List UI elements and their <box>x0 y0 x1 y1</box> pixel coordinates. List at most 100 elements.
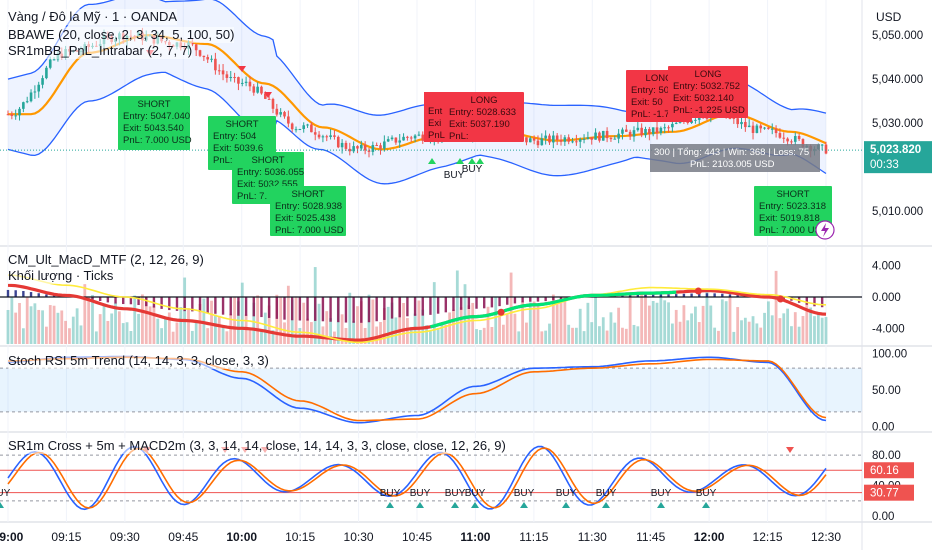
macd-histogram-bar <box>114 297 116 304</box>
macd-histogram-bar <box>7 290 9 297</box>
macd-title[interactable]: CM_Ult_MacD_MTF (2, 12, 26, 9) <box>8 252 204 268</box>
candle-body <box>214 59 217 70</box>
macd-histogram-bar <box>345 297 347 323</box>
volume-bar <box>487 307 490 344</box>
candle-body <box>587 137 590 139</box>
sr-buy-label: BUY <box>380 488 401 499</box>
sr-value-low-text: 30.77 <box>870 488 899 500</box>
stoch-title[interactable]: Stoch RSI 5m Trend (14, 14, 3, 3, close,… <box>8 353 269 369</box>
volume-bar <box>141 294 144 344</box>
volume-bar <box>667 302 670 344</box>
currency-label[interactable]: USD <box>876 9 901 25</box>
candle-body <box>329 135 332 137</box>
sr-buy-label: BUY <box>465 488 486 499</box>
volume-bar <box>26 297 29 344</box>
macd-histogram-bar <box>107 297 109 302</box>
candle-body <box>203 56 206 57</box>
candle-body <box>26 101 29 102</box>
time-tick: 09:00 <box>0 530 24 544</box>
stoch-tick: 0.00 <box>872 421 894 433</box>
candle-body <box>375 145 378 146</box>
candle-body <box>195 44 198 50</box>
sr-buy-label: BUY <box>556 488 577 499</box>
volume-bar <box>99 314 102 344</box>
volume-bar <box>126 322 129 344</box>
volume-title[interactable]: Khối lượng · Ticks <box>8 268 113 284</box>
volume-bar <box>755 323 758 344</box>
candle-body <box>564 137 567 141</box>
macd-histogram-bar <box>429 297 431 315</box>
volume-bar <box>249 329 252 344</box>
candle-body <box>667 127 670 128</box>
indicator-pnl-title[interactable]: SR1mBB_PnL_Intrabar (2, 7, 7) <box>8 43 192 59</box>
candle-body <box>53 59 56 60</box>
candle-body <box>41 78 44 85</box>
volume-bar <box>506 314 509 344</box>
volume-bar <box>821 318 824 344</box>
candle-body <box>364 145 367 151</box>
candle-body <box>310 124 313 132</box>
volume-bar <box>736 307 739 344</box>
volume-bar <box>387 307 390 344</box>
macd-histogram-bar <box>322 297 324 321</box>
volume-bar <box>418 301 421 344</box>
candle-body <box>671 124 674 127</box>
candle-body <box>541 138 544 145</box>
macd-histogram-bar <box>506 297 508 305</box>
macd-histogram-bar <box>299 297 301 320</box>
candle-body <box>11 114 14 116</box>
candle-body <box>602 131 605 141</box>
candle-body <box>276 109 279 115</box>
trade-label-title: SHORT <box>251 155 284 166</box>
volume-bar <box>10 297 13 344</box>
volume-bar <box>129 331 132 344</box>
macd-histogram-bar <box>276 297 278 319</box>
macd-histogram-bar <box>237 297 239 316</box>
time-tick: 10:00 <box>226 530 257 544</box>
trade-label-pnl: PnL: 7. <box>237 191 267 202</box>
volume-bar <box>590 322 593 344</box>
volume-bar <box>22 328 25 344</box>
volume-bar <box>18 303 21 344</box>
volume-bar <box>775 271 778 344</box>
sr-buy-label: BUY <box>445 488 466 499</box>
macd-histogram-bar <box>222 297 224 315</box>
candle-body <box>260 87 263 94</box>
volume-bar <box>525 323 528 344</box>
sr-buy-label: BUY <box>0 488 11 499</box>
sr-title[interactable]: SR1m Cross + 5m + MACD2m (3, 3, 14, 14, … <box>8 438 506 454</box>
trade-label-pnl: PnL: <box>449 131 469 142</box>
macd-tick: -4.000 <box>872 323 905 335</box>
volume-bar <box>72 317 75 344</box>
volume-bar <box>709 306 712 344</box>
candle-body <box>621 130 624 134</box>
volume-bar <box>80 325 83 344</box>
macd-histogram-bar <box>460 297 462 310</box>
indicator-bbawe-title[interactable]: BBAWE (20, close, 2, 3, 34, 5, 100, 50) <box>8 27 234 43</box>
candle-body <box>233 77 236 78</box>
volume-bar <box>652 301 655 344</box>
trade-label-partial-text: PnL <box>428 130 445 141</box>
trade-label-title: SHORT <box>291 189 324 200</box>
sr-buy-label: BUY <box>596 488 617 499</box>
candle-body <box>199 50 202 56</box>
macd-histogram-bar <box>445 297 447 312</box>
volume-bar <box>686 320 689 344</box>
candle-body <box>383 141 386 148</box>
volume-bar <box>498 314 501 344</box>
trade-label-pnl: PnL: -1.225 USD <box>673 105 745 116</box>
candle-body <box>256 87 259 93</box>
volume-bar <box>560 297 563 344</box>
volume-bar <box>713 328 716 344</box>
volume-bar <box>725 301 728 344</box>
candle-body <box>391 138 394 140</box>
candle-body <box>345 143 348 149</box>
volume-bar <box>782 313 785 344</box>
price-tick: 5,030.000 <box>872 118 923 130</box>
candle-body <box>798 136 801 139</box>
symbol-title[interactable]: Vàng / Đô la Mỹ · 1 · OANDA <box>8 9 177 25</box>
sr-tick: 0.00 <box>872 511 894 523</box>
candle-body <box>398 140 401 142</box>
